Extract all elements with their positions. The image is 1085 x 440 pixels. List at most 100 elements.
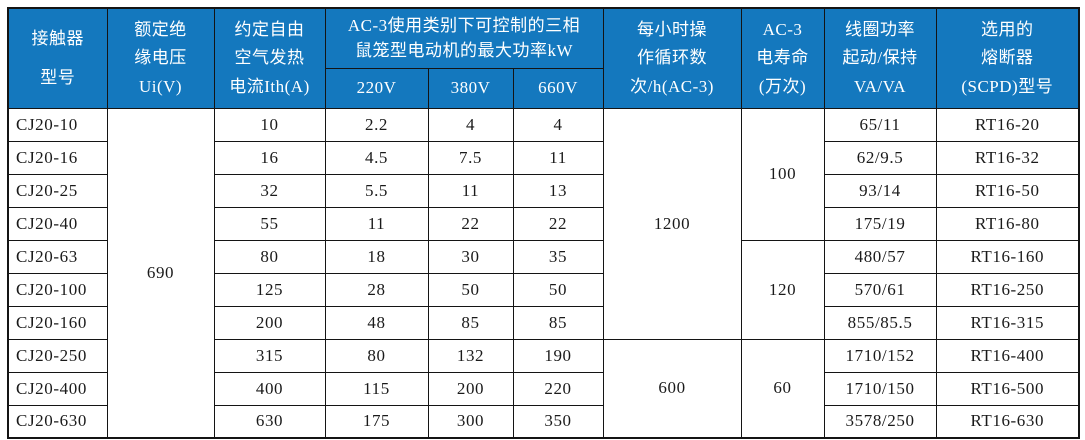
cell-model: CJ20-160 — [7, 305, 108, 340]
header-coil-power: 线圈功率起动/保持 VA/VA — [823, 7, 937, 109]
header-line: 每小时操 — [637, 19, 708, 39]
cell-power-380v: 85 — [427, 305, 514, 340]
contactor-spec-table: 接触器 型号 额定绝 缘电压 Ui(V) 约定自由 空气发热 电流Ith(A) AC-3使… — [7, 7, 1081, 439]
cell-power-220v: 48 — [324, 305, 429, 340]
header-ac3-max-power-group: AC-3使用类别下可控制的三相 鼠笼型电动机的最大功率kW — [324, 7, 604, 69]
cell-power-660v: 350 — [512, 404, 604, 439]
cell-electrical-life: 120 — [740, 239, 825, 340]
header-line: 熔断器 — [981, 48, 1034, 68]
header-contactor-model-label: 接触器 型号 — [9, 28, 106, 88]
cell-power-220v: 80 — [324, 338, 429, 373]
cell-fuse-model: RT16-20 — [935, 107, 1080, 142]
cell-thermal-current: 80 — [213, 239, 326, 274]
table-row: CJ20-630 630 175 300 350 3578/250 RT16-630 — [7, 404, 1080, 439]
cell-thermal-current: 125 — [213, 272, 326, 307]
cell-power-220v: 2.2 — [324, 107, 429, 142]
header-line: 选用的 — [981, 19, 1034, 39]
cell-power-220v: 18 — [324, 239, 429, 274]
cell-fuse-model: RT16-160 — [935, 239, 1080, 274]
cell-coil-power: 62/9.5 — [823, 140, 937, 175]
cell-power-380v: 11 — [427, 173, 514, 208]
cell-power-220v: 175 — [324, 404, 429, 439]
table-row: CJ20-63 80 18 30 35 120 480/57 RT16-160 — [7, 239, 1080, 340]
cell-power-660v: 220 — [512, 371, 604, 406]
header-line: (万次) — [758, 77, 807, 97]
header-contactor-model: 接触器 型号 — [7, 7, 108, 109]
table-row: CJ20-400 400 115 200 220 1710/150 RT16-500 — [7, 371, 1080, 406]
table-row: CJ20-25 32 5.5 11 13 93/14 RT16-50 — [7, 173, 1080, 208]
header-line: AC-3使用类别下可控制的三相 — [347, 16, 581, 36]
cell-model: CJ20-10 — [7, 107, 108, 142]
cell-coil-power: 175/19 — [823, 206, 937, 241]
cell-power-220v: 115 — [324, 371, 429, 406]
header-line: 起动/保持 — [842, 48, 918, 68]
cell-fuse-model: RT16-32 — [935, 140, 1080, 175]
header-line: 缘电压 — [134, 48, 187, 68]
cell-power-660v: 22 — [512, 206, 604, 241]
header-fuse-model: 选用的熔断器 (SCPD)型号 — [935, 7, 1080, 109]
cell-model: CJ20-63 — [7, 239, 108, 274]
cell-power-660v: 50 — [512, 272, 604, 307]
header-row-1: 接触器 型号 额定绝 缘电压 Ui(V) 约定自由 空气发热 电流Ith(A) AC-3使… — [7, 7, 1080, 109]
cell-power-220v: 5.5 — [324, 173, 429, 208]
header-line: 型号 — [40, 68, 76, 88]
header-line: 接触器 — [31, 28, 84, 48]
cell-model: CJ20-16 — [7, 140, 108, 175]
cell-model: CJ20-250 — [7, 338, 108, 373]
cell-power-380v: 4 — [427, 107, 514, 142]
cell-power-380v: 50 — [427, 272, 514, 307]
cell-model: CJ20-400 — [7, 371, 108, 406]
cell-power-660v: 85 — [512, 305, 604, 340]
cell-fuse-model: RT16-400 — [935, 338, 1080, 373]
cell-insulation-voltage: 690 — [106, 107, 215, 439]
header-line: AC-3 — [762, 19, 803, 39]
cell-cycles-per-hour: 600 — [602, 338, 742, 439]
cell-power-660v: 190 — [512, 338, 604, 373]
cell-model: CJ20-100 — [7, 272, 108, 307]
cell-power-380v: 200 — [427, 371, 514, 406]
cell-thermal-current: 55 — [213, 206, 326, 241]
cell-thermal-current: 400 — [213, 371, 326, 406]
cell-fuse-model: RT16-630 — [935, 404, 1080, 439]
contactor-spec-table-wrap: 接触器 型号 额定绝 缘电压 Ui(V) 约定自由 空气发热 电流Ith(A) AC-3使… — [7, 7, 1081, 439]
header-insulation-voltage: 额定绝 缘电压 Ui(V) — [106, 7, 215, 109]
cell-power-220v: 4.5 — [324, 140, 429, 175]
cell-coil-power: 855/85.5 — [823, 305, 937, 340]
cell-power-660v: 4 — [512, 107, 604, 142]
cell-model: CJ20-25 — [7, 173, 108, 208]
header-line: (SCPD)型号 — [961, 77, 1054, 97]
table-row: CJ20-160 200 48 85 85 855/85.5 RT16-315 — [7, 305, 1080, 340]
cell-power-660v: 11 — [512, 140, 604, 175]
table-row: CJ20-10 690 10 2.2 4 4 1200 100 65/11 RT16-20 — [7, 107, 1080, 439]
cell-cycles-per-hour: 1200 — [602, 107, 742, 340]
header-voltage-380v: 380V — [427, 67, 514, 109]
header-ac3-max-power-label: AC-3使用类别下可控制的三相 鼠笼型电动机的最大功率kW — [326, 16, 602, 60]
header-line: 次/h(AC-3) — [630, 77, 714, 97]
cell-fuse-model: RT16-80 — [935, 206, 1080, 241]
table-row: CJ20-250 315 80 132 190 600 60 1710/152 RT16-400 — [7, 338, 1080, 439]
table-row: CJ20-16 16 4.5 7.5 11 62/9.5 RT16-32 — [7, 140, 1080, 175]
header-row-2: 220V 380V 660V — [8, 67, 1079, 109]
header-line: 空气发热 — [234, 48, 305, 68]
cell-electrical-life: 100 — [740, 107, 825, 241]
header-insulation-voltage-label: 额定绝 缘电压 Ui(V) — [108, 20, 213, 97]
header-fuse-model-label: 选用的熔断器 (SCPD)型号 — [937, 19, 1078, 97]
header-line: Ui(V) — [138, 77, 183, 97]
cell-power-660v: 13 — [512, 173, 604, 208]
cell-power-380v: 300 — [427, 404, 514, 439]
cell-thermal-current: 16 — [213, 140, 326, 175]
header-line: 线圈功率 — [845, 19, 916, 39]
cell-fuse-model: RT16-500 — [935, 371, 1080, 406]
cell-coil-power: 480/57 — [823, 239, 937, 274]
cell-coil-power: 1710/152 — [823, 338, 937, 373]
header-line: VA/VA — [854, 77, 906, 97]
cell-coil-power: 93/14 — [823, 173, 937, 208]
cell-fuse-model: RT16-50 — [935, 173, 1080, 208]
header-electrical-life: AC-3 电寿命 (万次) — [740, 7, 825, 109]
header-line: 作循环数 — [637, 48, 708, 68]
cell-power-380v: 132 — [427, 338, 514, 373]
cell-thermal-current: 32 — [213, 173, 326, 208]
table-row: CJ20-100 125 28 50 50 570/61 RT16-250 — [7, 272, 1080, 307]
header-voltage-660v: 660V — [512, 67, 604, 109]
cell-fuse-model: RT16-315 — [935, 305, 1080, 340]
